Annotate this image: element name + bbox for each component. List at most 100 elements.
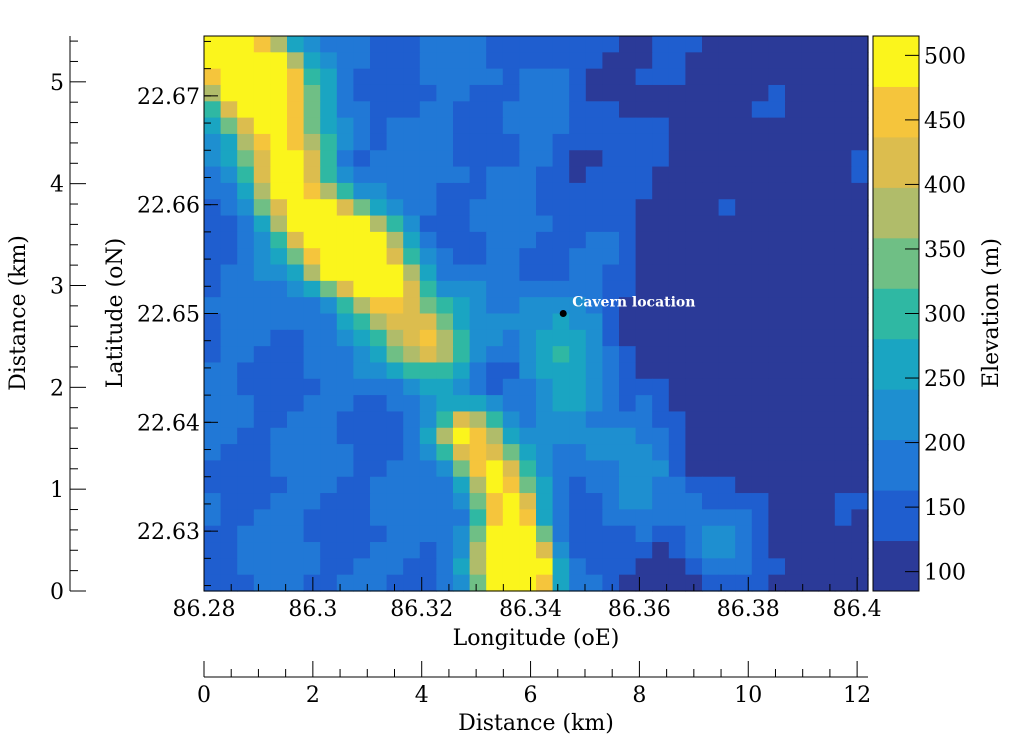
heatmap-cell <box>585 395 603 413</box>
heatmap-cell <box>320 395 338 413</box>
heatmap-cell <box>220 346 238 364</box>
heatmap-cell <box>602 166 620 184</box>
colorbar: 100 150 200 250 300 350 400 450 500 <box>872 35 966 592</box>
heatmap-cell <box>253 101 271 119</box>
heatmap-cell <box>436 493 454 510</box>
heatmap-cell <box>320 444 338 462</box>
heatmap-cell <box>585 444 603 462</box>
heatmap-cell <box>486 36 504 53</box>
heatmap-cell <box>320 52 338 70</box>
heatmap-cell <box>851 444 869 462</box>
heatmap-cell <box>419 264 437 282</box>
heatmap-cell <box>569 231 587 249</box>
heatmap-cell <box>486 444 504 462</box>
heatmap-cell <box>668 117 686 135</box>
heatmap-cell <box>336 182 354 200</box>
heatmap-cell <box>519 493 537 510</box>
heatmap-cell <box>585 68 603 86</box>
heatmap-cell <box>785 558 803 576</box>
heatmap-cell <box>735 297 753 315</box>
heatmap-cell <box>453 84 471 102</box>
heatmap-cell <box>320 150 338 168</box>
heatmap-cell <box>287 166 305 184</box>
heatmap-cell <box>619 52 637 70</box>
y-tick-label: 22.63 <box>137 520 200 545</box>
heatmap-cell <box>751 460 769 478</box>
heatmap-cell <box>702 525 720 543</box>
heatmap-cell <box>253 150 271 168</box>
heatmap-cell <box>436 574 454 592</box>
heatmap-cell <box>519 395 537 413</box>
heatmap-cell <box>602 460 620 478</box>
heatmap-cell <box>253 411 271 429</box>
heatmap-cell <box>403 509 421 527</box>
heatmap-cell <box>486 84 504 102</box>
heatmap-cell <box>801 542 819 559</box>
heatmap-cell <box>619 574 637 592</box>
heatmap-cell <box>569 199 587 217</box>
heatmap-cell <box>585 346 603 364</box>
heatmap-cell <box>702 362 720 380</box>
heatmap-cell <box>585 329 603 347</box>
heatmap-cell <box>652 558 670 576</box>
heatmap-cell <box>320 329 338 347</box>
heatmap-cell <box>469 313 487 331</box>
heatmap-cell <box>469 166 487 184</box>
heatmap-cell <box>668 509 686 527</box>
heatmap-cell <box>237 329 255 347</box>
heatmap-cell <box>502 411 520 429</box>
y-tick-label: 22.64 <box>137 411 200 436</box>
heatmap-cell <box>751 68 769 86</box>
heatmap-cell <box>552 476 570 494</box>
heatmap-cell <box>718 395 736 413</box>
heatmap-cell <box>751 280 769 298</box>
heatmap-cell <box>801 150 819 168</box>
heatmap-cell <box>718 460 736 478</box>
heatmap-cell <box>419 36 437 53</box>
heatmap-cell <box>685 264 703 282</box>
heatmap-cell <box>619 313 637 331</box>
heatmap-cell <box>751 313 769 331</box>
heatmap-cell <box>751 101 769 119</box>
heatmap-cell <box>718 362 736 380</box>
heatmap-cell <box>220 215 238 233</box>
heatmap-cell <box>453 248 471 266</box>
heatmap-cell <box>453 101 471 119</box>
heatmap-cell <box>287 444 305 462</box>
heatmap-cell <box>486 378 504 396</box>
heatmap-cell <box>287 101 305 119</box>
heatmap-cell <box>685 525 703 543</box>
heatmap-cell <box>569 460 587 478</box>
heatmap-cell <box>270 378 288 396</box>
heatmap-cell <box>735 558 753 576</box>
heatmap-cell <box>469 329 487 347</box>
heatmap-cell <box>818 297 836 315</box>
heatmap-cell <box>287 297 305 315</box>
heatmap-cell <box>386 297 404 315</box>
heatmap-cell <box>436 362 454 380</box>
heatmap-cell <box>320 117 338 135</box>
heatmap-cell <box>486 476 504 494</box>
heatmap-cell <box>801 346 819 364</box>
heatmap-cell <box>303 297 321 315</box>
heatmap-cell <box>536 542 554 559</box>
heatmap-cell <box>519 36 537 53</box>
heatmap-cell <box>502 460 520 478</box>
heatmap-cell <box>619 493 637 510</box>
heatmap-cell <box>602 558 620 576</box>
heatmap-cell <box>320 280 338 298</box>
heatmap-cell <box>386 542 404 559</box>
heatmap-cell <box>204 525 222 543</box>
heatmap-cell <box>602 101 620 119</box>
heatmap-cell <box>220 280 238 298</box>
heatmap-cell <box>237 509 255 527</box>
heatmap-cell <box>436 248 454 266</box>
heatmap-cell <box>702 574 720 592</box>
heatmap-cell <box>502 231 520 249</box>
heatmap-cell <box>220 395 238 413</box>
heatmap-cell <box>768 199 786 217</box>
colorbar-band <box>873 540 919 592</box>
heatmap-cell <box>403 411 421 429</box>
heatmap-cell <box>336 215 354 233</box>
heatmap-cell <box>585 133 603 151</box>
